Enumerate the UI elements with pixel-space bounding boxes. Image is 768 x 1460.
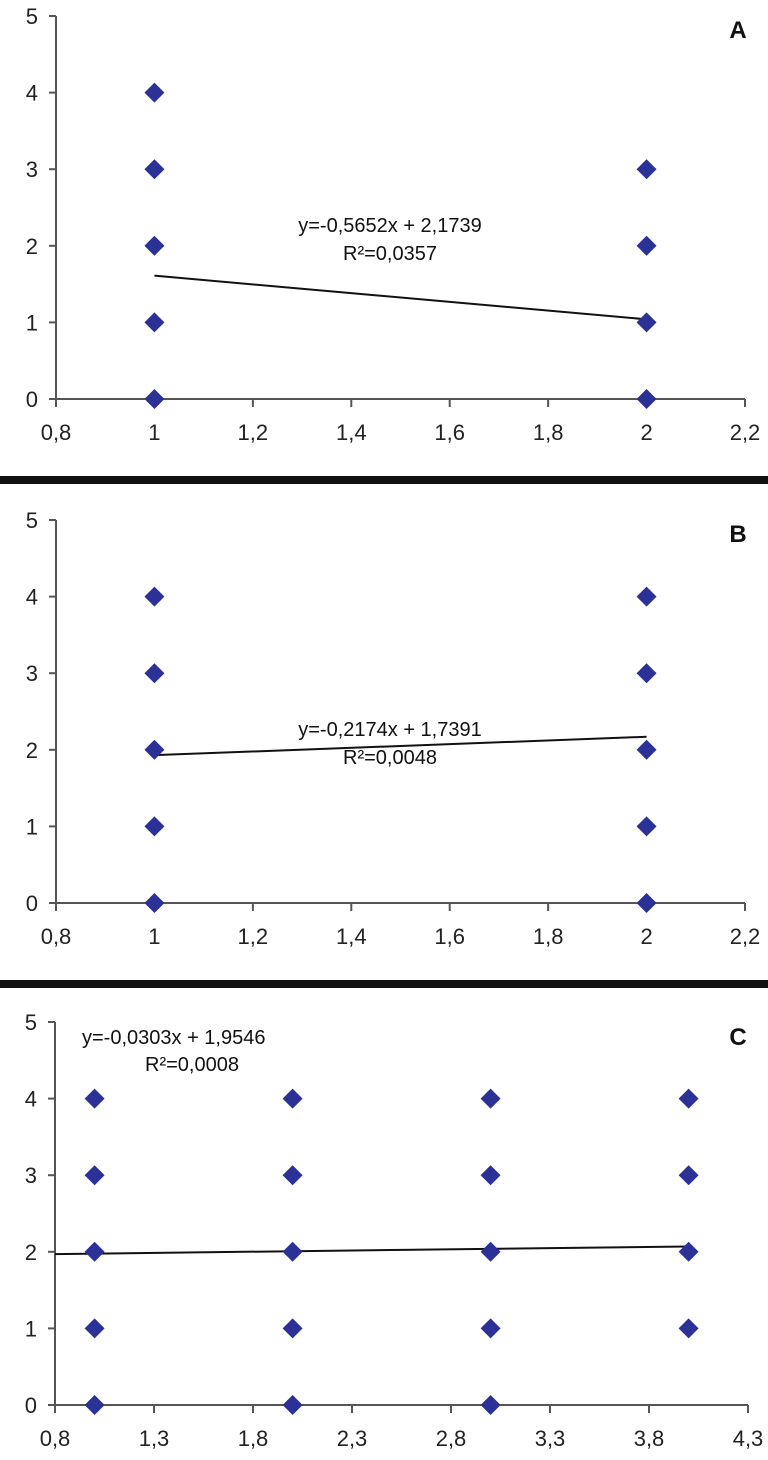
chart-a-data-point	[636, 159, 657, 180]
chart-c-data-point	[480, 1241, 501, 1262]
chart-c-data-point	[480, 1165, 501, 1186]
chart-a-data-point	[636, 389, 657, 409]
chart-c-x-tick-label: 2,8	[436, 1426, 467, 1451]
chart-a-x-tick-label: 2	[640, 420, 652, 445]
chart-c-y-tick-label: 1	[25, 1316, 37, 1341]
chart-c-y-tick-label: 2	[25, 1240, 37, 1265]
chart-c-x-tick-label: 1,8	[238, 1426, 269, 1451]
chart-a-y-tick-label: 5	[26, 4, 38, 29]
chart-b-data-point	[636, 816, 657, 837]
chart-c-data-point	[84, 1241, 105, 1262]
chart-b-x-tick-label: 1,2	[238, 924, 269, 949]
chart-a-y-tick-label: 2	[26, 234, 38, 259]
chart-a-y-tick-label: 1	[26, 310, 38, 335]
chart-c-trendline	[54, 1245, 689, 1256]
chart-c-equation: y=-0,0303x + 1,9546	[82, 1027, 265, 1049]
chart-b-y-tick-label: 0	[26, 891, 38, 916]
chart-c-data-point	[282, 1088, 303, 1109]
chart-c-data-point	[282, 1395, 303, 1415]
chart-b-x-tick-label: 1,8	[533, 924, 564, 949]
chart-c-x-tick-label: 1,3	[139, 1426, 170, 1451]
chart-b-x-tick-label: 1,6	[434, 924, 465, 949]
chart-b-panel-label: B	[729, 521, 746, 548]
chart-c-y-tick-label: 4	[25, 1087, 37, 1112]
chart-c-data-point	[480, 1318, 501, 1339]
chart-a-x-tick-label: 1	[148, 420, 160, 445]
chart-b-trendline	[154, 735, 647, 757]
chart-c-data-point	[282, 1318, 303, 1339]
chart-c-x-tick-label: 2,3	[337, 1426, 368, 1451]
chart-c-data-point	[678, 1318, 699, 1339]
chart-b-x-tick-label: 0,8	[41, 924, 72, 949]
chart-b-data-point	[636, 663, 657, 684]
chart-c-data-point	[84, 1318, 105, 1339]
chart-a-data-point	[636, 235, 657, 256]
chart-c-y-tick-label: 3	[25, 1163, 37, 1188]
chart-b-x-tick-label: 2,2	[730, 924, 761, 949]
chart-c-data-point	[84, 1165, 105, 1186]
chart-a-y-tick-label: 3	[26, 157, 38, 182]
chart-b-data-point	[636, 739, 657, 760]
chart-b-y-tick-label: 4	[26, 585, 38, 610]
chart-a-data-point	[144, 389, 165, 409]
chart-a-x-tick-label: 2,2	[730, 420, 761, 445]
chart-c-x-tick-label: 3,8	[634, 1426, 665, 1451]
chart-b-data-point	[144, 816, 165, 837]
divider-a-b	[0, 476, 768, 484]
chart-a-data-point	[636, 312, 657, 333]
chart-b-data-point	[636, 893, 657, 913]
chart-b-equation: y=-0,2174x + 1,7391	[298, 719, 481, 741]
chart-b-data-point	[144, 663, 165, 684]
chart-b-y-tick-label: 2	[26, 738, 38, 763]
chart-a-data-point	[144, 159, 165, 180]
chart-a-trendline	[154, 274, 647, 321]
chart-b-data-point	[144, 586, 165, 607]
chart-b-x-tick-label: 1,4	[336, 924, 367, 949]
chart-b-y-tick-label: 5	[26, 508, 38, 533]
chart-c-data-point	[84, 1395, 105, 1415]
chart-a-y-tick-label: 4	[26, 81, 38, 106]
chart-b-data-point	[144, 893, 165, 913]
chart-c-data-point	[480, 1395, 501, 1415]
chart-b-data-point	[144, 739, 165, 760]
chart-a-panel-label: A	[729, 17, 746, 44]
chart-a-data-point	[144, 312, 165, 333]
chart-a-x-tick-label: 1,8	[533, 420, 564, 445]
chart-c-y-tick-label: 0	[25, 1393, 37, 1418]
chart-b-x-tick-label: 1	[148, 924, 160, 949]
chart-a-x-tick-label: 1,4	[336, 420, 367, 445]
chart-a-x-tick-label: 0,8	[41, 420, 72, 445]
chart-c-x-tick-label: 0,8	[40, 1426, 71, 1451]
chart-b-x-tick-label: 2	[640, 924, 652, 949]
chart-c-x-tick-label: 3,3	[535, 1426, 566, 1451]
chart-a-data-point	[144, 235, 165, 256]
chart-a-equation: y=-0,5652x + 2,1739	[298, 215, 481, 237]
chart-a-x-tick-label: 1,2	[238, 420, 269, 445]
chart-c-data-point	[678, 1165, 699, 1186]
chart-a-r-squared: R²=0,0357	[343, 243, 437, 265]
chart-c-data-point	[282, 1241, 303, 1262]
chart-c-data-point	[480, 1088, 501, 1109]
chart-c-data-point	[282, 1165, 303, 1186]
chart-b-r-squared: R²=0,0048	[343, 747, 437, 769]
chart-c-panel-label: C	[729, 1024, 746, 1051]
chart-c-r-squared: R²=0,0008	[145, 1054, 239, 1076]
chart-a-data-point	[144, 82, 165, 103]
chart-c-y-tick-label: 5	[25, 1010, 37, 1035]
chart-b-y-tick-label: 1	[26, 814, 38, 839]
chart-c-data-point	[84, 1088, 105, 1109]
chart-c-data-point	[678, 1241, 699, 1262]
chart-c-x-tick-label: 4,3	[733, 1426, 764, 1451]
chart-b-data-point	[636, 586, 657, 607]
chart-a-y-tick-label: 0	[26, 387, 38, 412]
chart-c-data-point	[678, 1088, 699, 1109]
chart-b-y-tick-label: 3	[26, 661, 38, 686]
chart-a-x-tick-label: 1,6	[434, 420, 465, 445]
divider-b-c	[0, 980, 768, 988]
